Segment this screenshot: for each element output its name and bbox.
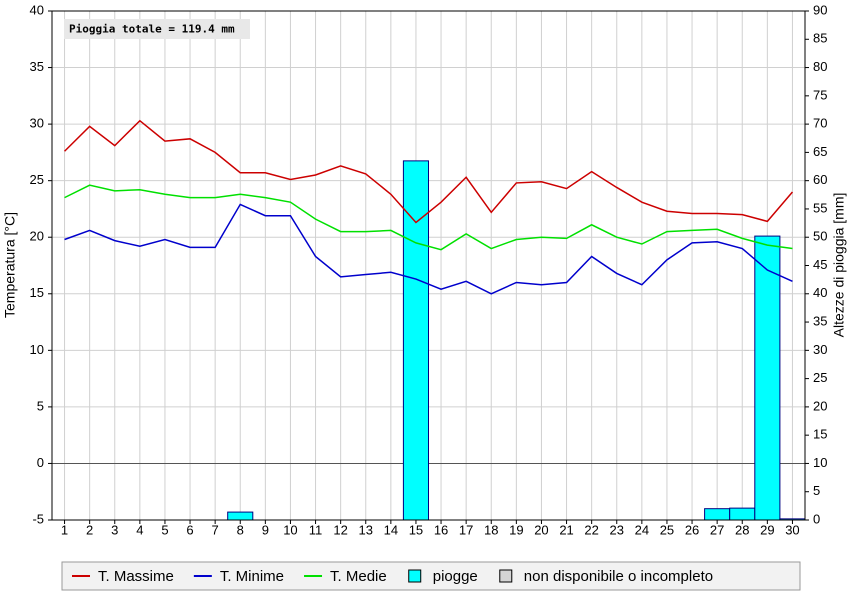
- annotation: Pioggia totale = 119.4 mm: [69, 23, 235, 36]
- bar: [227, 511, 254, 521]
- y2-tick-label: 50: [813, 229, 827, 244]
- x-tick-label: 17: [459, 522, 473, 537]
- y-tick-label: 0: [37, 455, 44, 470]
- x-tick-label: 13: [359, 522, 373, 537]
- bar: [402, 160, 429, 521]
- x-tick-label: 26: [685, 522, 699, 537]
- y2-tick-label: 20: [813, 398, 827, 413]
- y-axis-label: Temperatura [°C]: [2, 212, 18, 318]
- y2-tick-label: 65: [813, 144, 827, 159]
- y2-tick-label: 0: [813, 511, 820, 526]
- line: [64, 203, 793, 295]
- x-tick-label: 24: [635, 522, 649, 537]
- x-tick-label: 4: [136, 522, 143, 537]
- x-tick-label: 14: [384, 522, 398, 537]
- x-tick-label: 16: [434, 522, 448, 537]
- x-tick-label: 30: [785, 522, 799, 537]
- x-tick-label: 3: [111, 522, 118, 537]
- x-tick-label: 12: [333, 522, 347, 537]
- y-tick-label: 35: [30, 59, 44, 74]
- y-tick-label: 30: [30, 116, 44, 131]
- legend-label: T. Minime: [220, 568, 284, 585]
- y-tick-label: -5: [32, 511, 44, 526]
- x-tick-label: 27: [710, 522, 724, 537]
- x-tick-label: 8: [237, 522, 244, 537]
- x-tick-label: 22: [584, 522, 598, 537]
- legend-label: piogge: [433, 568, 478, 585]
- y2-tick-label: 5: [813, 483, 820, 498]
- y-tick-label: 10: [30, 342, 44, 357]
- y2-tick-label: 70: [813, 116, 827, 131]
- line: [64, 184, 793, 251]
- legend-box: [61, 561, 801, 591]
- line: [64, 119, 794, 224]
- x-tick-label: 23: [610, 522, 624, 537]
- legend-swatch: [408, 569, 422, 583]
- x-tick-label: 28: [735, 522, 749, 537]
- y2-tick-label: 55: [813, 200, 827, 215]
- y2-tick-label: 60: [813, 172, 827, 187]
- y2-tick-label: 35: [813, 313, 827, 328]
- x-tick-label: 29: [760, 522, 774, 537]
- y-tick-label: 20: [30, 229, 44, 244]
- bar: [729, 507, 756, 521]
- plot-frame: [51, 10, 806, 521]
- y2-tick-label: 15: [813, 427, 827, 442]
- x-tick-label: 10: [283, 522, 297, 537]
- x-tick-label: 25: [660, 522, 674, 537]
- x-tick-label: 5: [161, 522, 168, 537]
- x-tick-label: 11: [309, 522, 323, 537]
- y2-tick-label: 85: [813, 31, 827, 46]
- bar: [704, 508, 731, 521]
- bar: [754, 235, 781, 521]
- legend-label: non disponibile o incompleto: [524, 568, 713, 585]
- y-tick-label: 25: [30, 172, 44, 187]
- y2-tick-label: 10: [813, 455, 827, 470]
- y-tick-label: 40: [30, 2, 44, 17]
- x-tick-label: 18: [484, 522, 498, 537]
- y2-tick-label: 25: [813, 370, 827, 385]
- x-tick-label: 1: [61, 522, 68, 537]
- y2-tick-label: 45: [813, 257, 827, 272]
- legend-label: T. Massime: [98, 568, 174, 585]
- y2-tick-label: 40: [813, 285, 827, 300]
- x-tick-label: 19: [509, 522, 523, 537]
- x-tick-label: 21: [559, 522, 573, 537]
- x-tick-label: 15: [409, 522, 423, 537]
- y-tick-label: 15: [30, 285, 44, 300]
- y-tick-label: 5: [37, 398, 44, 413]
- y2-tick-label: 30: [813, 342, 827, 357]
- x-tick-label: 2: [86, 522, 93, 537]
- x-tick-label: 9: [262, 522, 269, 537]
- x-tick-label: 6: [186, 522, 193, 537]
- y2-tick-label: 75: [813, 87, 827, 102]
- y2-axis-label: Altezze di pioggia [mm]: [831, 193, 847, 338]
- y2-tick-label: 90: [813, 2, 827, 17]
- x-tick-label: 7: [212, 522, 219, 537]
- legend-swatch: [499, 569, 513, 583]
- annotation-box: [64, 19, 250, 39]
- x-tick-label: 20: [534, 522, 548, 537]
- y2-tick-label: 80: [813, 59, 827, 74]
- legend-label: T. Medie: [330, 568, 387, 585]
